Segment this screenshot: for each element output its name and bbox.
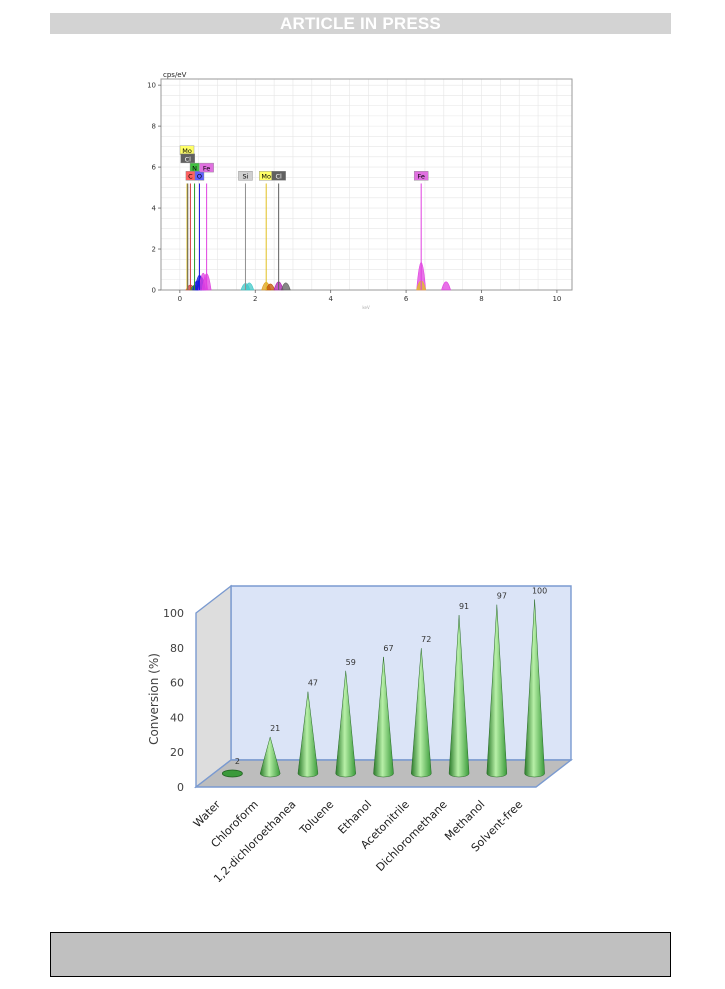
cone-data-label: 47 bbox=[308, 679, 318, 688]
eds-x-tick-label: 8 bbox=[479, 295, 483, 303]
eds-y-tick-label: 0 bbox=[152, 287, 156, 295]
cone-bar bbox=[335, 670, 356, 778]
cone-back-wall bbox=[230, 585, 572, 761]
cone-bar bbox=[297, 691, 319, 778]
cone-bar bbox=[486, 604, 508, 778]
cone-side-wall bbox=[195, 584, 232, 789]
cone-y-tick-label: 60 bbox=[170, 677, 184, 690]
cone-data-label: 67 bbox=[383, 644, 393, 653]
eds-axis-ticks: 0 2 4 6 8 10 0 2 4 6 8 10 bbox=[147, 82, 561, 303]
cone-category-label: Toluene bbox=[297, 798, 337, 838]
article-in-press-banner: ARTICLE IN PRESS bbox=[50, 13, 671, 34]
conversion-cone-chart: 0 20 40 60 80 100 Conversion (%) 2 21 47 59 67 72 9… bbox=[147, 584, 574, 882]
eds-y-tick-label: 2 bbox=[152, 246, 156, 254]
cone-y-tick-label: 100 bbox=[163, 607, 184, 620]
cone-y-axis-label: Conversion (%) bbox=[147, 653, 161, 745]
eds-marker-label: Si bbox=[242, 173, 248, 181]
eds-marker-label: O bbox=[197, 173, 202, 181]
footer-box bbox=[50, 932, 671, 977]
eds-y-tick-label: 10 bbox=[147, 82, 156, 90]
cone-bar bbox=[259, 736, 281, 778]
cone-category-labels: WaterChloroform1,2-dichloroethaneaToluen… bbox=[191, 798, 526, 882]
cone-bars: 2 21 47 59 67 72 91 97 100 bbox=[221, 587, 547, 778]
eds-marker-label: Mo bbox=[261, 173, 271, 181]
eds-x-tick-label: 4 bbox=[328, 295, 333, 303]
eds-marker-label: Cl bbox=[185, 155, 192, 163]
eds-y-unit-label: cps/eV bbox=[163, 71, 187, 79]
eds-marker-label: Fe bbox=[203, 165, 210, 173]
cone-bar bbox=[373, 656, 394, 778]
cone-bar bbox=[524, 599, 545, 778]
cone-y-tick-label: 20 bbox=[170, 746, 184, 759]
eds-marker-tag bbox=[180, 153, 195, 164]
eds-x-tick-label: 10 bbox=[552, 295, 561, 303]
cone-y-tick-label: 0 bbox=[177, 781, 184, 794]
eds-marker-tag bbox=[238, 171, 253, 181]
eds-peak bbox=[441, 281, 451, 291]
eds-marker-tag bbox=[413, 171, 429, 181]
cone-data-label: 59 bbox=[346, 658, 356, 667]
eds-plot-frame bbox=[160, 78, 573, 291]
eds-marker-label: Mo bbox=[182, 147, 192, 155]
cone-data-label: 100 bbox=[532, 587, 547, 596]
cone-y-tick-label: 40 bbox=[170, 711, 184, 724]
cone-data-label: 91 bbox=[459, 602, 469, 611]
eds-y-tick-label: 4 bbox=[152, 205, 157, 213]
eds-y-tick-label: 6 bbox=[152, 164, 157, 172]
cone-data-label: 97 bbox=[497, 592, 507, 601]
eds-peak bbox=[280, 282, 291, 291]
cone-chart-3d-box bbox=[193, 584, 574, 789]
eds-y-tick-label: 8 bbox=[152, 123, 156, 131]
cone-category-label: Dichloromethane bbox=[374, 798, 450, 874]
eds-x-axis-label: keV bbox=[362, 305, 370, 310]
eds-marker-label: C bbox=[188, 173, 193, 181]
eds-grid bbox=[161, 79, 572, 291]
eds-marker-label: Fe bbox=[417, 173, 424, 181]
eds-peaks bbox=[185, 262, 451, 291]
cone-data-label: 21 bbox=[270, 724, 280, 733]
cone-y-tick-label: 80 bbox=[170, 642, 184, 655]
eds-marker-label: N bbox=[192, 165, 197, 173]
cone-bar bbox=[448, 615, 470, 778]
cone-bar bbox=[221, 769, 243, 778]
eds-x-tick-label: 2 bbox=[253, 295, 257, 303]
cone-data-label: 2 bbox=[235, 757, 240, 766]
eds-x-tick-label: 0 bbox=[178, 295, 182, 303]
eds-marker-tag bbox=[199, 162, 214, 173]
cone-bar bbox=[411, 648, 432, 778]
eds-x-tick-label: 6 bbox=[404, 295, 409, 303]
cone-y-ticks: 0 20 40 60 80 100 bbox=[163, 607, 184, 794]
cone-category-label: Water bbox=[191, 798, 224, 831]
eds-marker-tag bbox=[271, 171, 286, 181]
cone-data-label: 72 bbox=[421, 635, 431, 644]
eds-marker-label: Cl bbox=[275, 173, 282, 181]
cone-category-label: Ethanol bbox=[335, 798, 374, 837]
